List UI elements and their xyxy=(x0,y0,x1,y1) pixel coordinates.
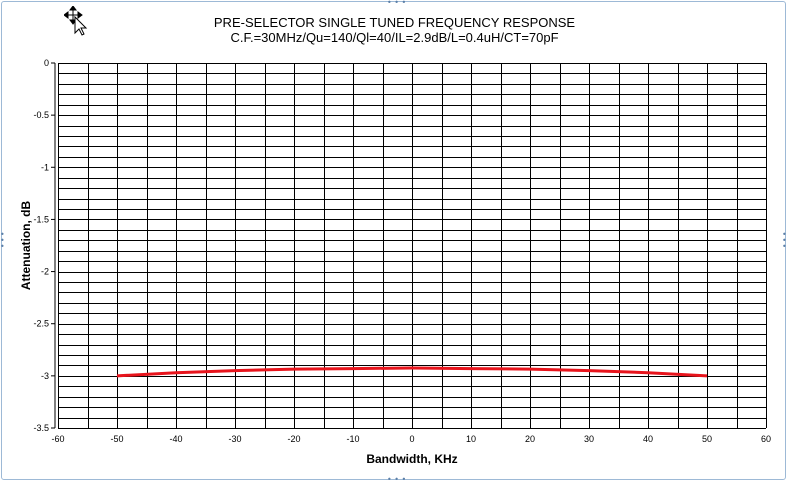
x-axis-label: Bandwidth, KHz xyxy=(366,452,457,466)
y-tick-label: -1 xyxy=(41,162,49,172)
x-tick-label: -60 xyxy=(51,434,64,444)
y-tick-label: -1.5 xyxy=(33,214,49,224)
y-tick-label: -2.5 xyxy=(33,319,49,329)
y-tick-label: -2 xyxy=(41,267,49,277)
x-tick-label: 10 xyxy=(466,434,476,444)
y-tick-label: -3 xyxy=(41,371,49,381)
x-tick-label: -20 xyxy=(287,434,300,444)
x-tick-label: -30 xyxy=(228,434,241,444)
y-tick-label: -0.5 xyxy=(33,110,49,120)
y-axis-label: Attenuation, dB xyxy=(19,201,33,291)
x-tick-label: 60 xyxy=(761,434,771,444)
x-tick-label: 20 xyxy=(525,434,535,444)
x-tick-label: 0 xyxy=(409,434,414,444)
x-tick-label: 40 xyxy=(643,434,653,444)
x-tick-label: 30 xyxy=(584,434,594,444)
y-tick-label: -3.5 xyxy=(33,423,49,433)
x-tick-label: -50 xyxy=(110,434,123,444)
y-tick-label: 0 xyxy=(44,58,49,68)
x-tick-label: 50 xyxy=(702,434,712,444)
x-tick-label: -40 xyxy=(169,434,182,444)
x-tick-label: -10 xyxy=(346,434,359,444)
